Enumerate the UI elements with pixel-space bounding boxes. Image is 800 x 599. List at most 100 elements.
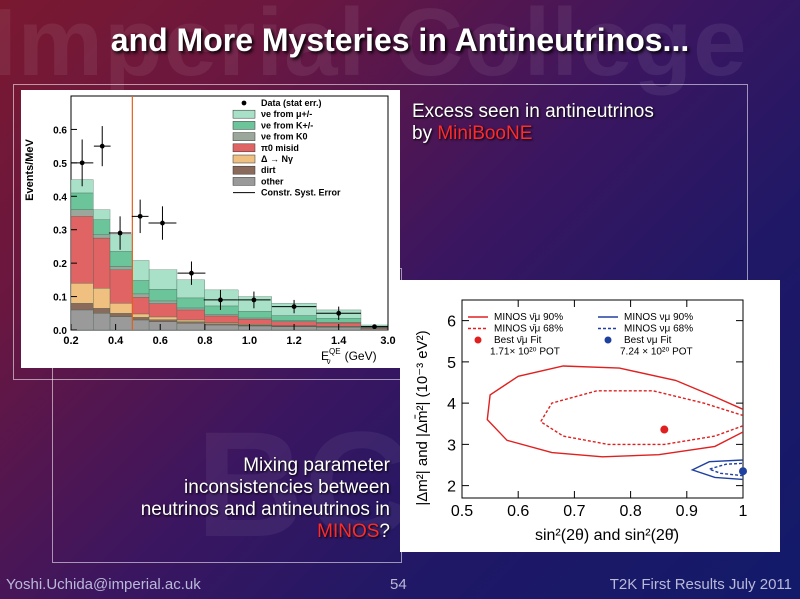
miniboone-stack-bar bbox=[70, 209, 94, 217]
miniboone-data-point bbox=[117, 230, 123, 236]
minos-xtick-label: 0.5 bbox=[451, 503, 473, 520]
miniboone-stack-bar bbox=[93, 313, 111, 331]
miniboone-stack-bar bbox=[148, 289, 178, 302]
miniboone-stack-bar bbox=[70, 192, 94, 210]
miniboone-stack-bar bbox=[204, 314, 239, 317]
miniboone-xtick-label: 3.0 bbox=[380, 335, 395, 347]
imperial-college-watermark: Imperial College bbox=[0, 0, 748, 96]
miniboone-stack-bar bbox=[93, 237, 111, 289]
miniboone-chart-panel: Events/MeV 0.0 0.1 0.2 0.3 0.4 0.5 0.6 0.2 0.4 0.… bbox=[21, 90, 400, 368]
miniboone-stack-bar bbox=[93, 209, 111, 220]
miniboone-legend-swatch bbox=[232, 154, 256, 164]
minos-best-fit-neutrino bbox=[739, 467, 747, 476]
miniboone-stack-bar bbox=[360, 328, 389, 331]
miniboone-stack-bar bbox=[93, 288, 111, 309]
miniboone-stack-bar bbox=[148, 316, 178, 320]
miniboone-xtick-label: 0.4 bbox=[108, 335, 124, 347]
minos-legend-swatch bbox=[604, 336, 612, 344]
miniboone-stack-bar bbox=[109, 313, 133, 317]
miniboone-stack-bar bbox=[109, 234, 133, 252]
miniboone-stack-bar bbox=[204, 315, 239, 323]
minos-legend-label: Best ν̄μ Fit bbox=[494, 335, 542, 346]
minos-legend-label: MINOS νμ 90% bbox=[624, 312, 693, 323]
miniboone-data-point bbox=[99, 143, 105, 149]
miniboone-stack-bar bbox=[148, 269, 178, 290]
miniboone-stack-bar bbox=[176, 279, 205, 299]
minos-legend-swatch bbox=[474, 336, 482, 344]
miniboone-stack-bar bbox=[70, 283, 94, 304]
upper-frame bbox=[13, 84, 748, 380]
miniboone-stack-bar bbox=[271, 315, 317, 321]
miniboone-legend-swatch bbox=[232, 121, 256, 130]
miniboone-stack-bar bbox=[132, 297, 150, 315]
miniboone-stack-bar bbox=[238, 311, 272, 319]
miniboone-stack-bar bbox=[204, 305, 239, 315]
slide-title: and More Mysteries in Antineutrinos... bbox=[110, 22, 690, 58]
minos-ytick-label: 6 bbox=[447, 314, 456, 331]
minos-contour bbox=[539, 390, 743, 446]
miniboone-stack-bar bbox=[132, 317, 150, 321]
miniboone-stack-bar bbox=[238, 317, 272, 320]
footer-event: T2K First Results July 2011 bbox=[609, 576, 792, 593]
minos-ylabel: |Δm²| and |Δm̄²| (10⁻³ eV²) bbox=[414, 330, 431, 505]
miniboone-legend-swatch bbox=[232, 132, 256, 141]
miniboone-legend-label: νe from K+/- bbox=[261, 120, 313, 130]
miniboone-legend-label: dirt bbox=[261, 165, 276, 175]
miniboone-legend-label: π0 misid bbox=[261, 143, 299, 153]
excess-line-2: by MiniBooNE bbox=[412, 123, 533, 144]
miniboone-xtick-label: 0.2 bbox=[63, 335, 78, 347]
miniboone-stack-bar bbox=[93, 234, 111, 239]
mixing-line-3: neutrinos and antineutrinos in bbox=[140, 499, 390, 520]
minos-contour-group bbox=[486, 365, 743, 481]
miniboone-stack-bar bbox=[70, 216, 94, 284]
miniboone-ytick-label: 0.2 bbox=[53, 259, 67, 270]
miniboone-stack-bar bbox=[132, 260, 150, 281]
miniboone-xtick-label: 0.6 bbox=[153, 335, 168, 347]
miniboone-legend-swatch bbox=[241, 100, 247, 106]
miniboone-xlabel: EQE ν (GeV) bbox=[321, 347, 377, 366]
miniboone-stack-bar bbox=[271, 320, 317, 322]
miniboone-stack-bar bbox=[132, 313, 150, 318]
miniboone-stack-bar bbox=[132, 319, 150, 331]
excess-line-1: Excess seen in antineutrinos bbox=[412, 101, 654, 122]
miniboone-legend-label: νe from K0 bbox=[261, 132, 308, 142]
mixing-line-4: MINOS? bbox=[317, 521, 390, 542]
mixing-text: Mixing parameter inconsistencies between… bbox=[56, 455, 390, 543]
miniboone-stack-bar bbox=[176, 319, 205, 322]
miniboone-stack-bar bbox=[176, 323, 205, 331]
miniboone-stack-bar bbox=[176, 321, 205, 324]
miniboone-data-point bbox=[137, 213, 143, 219]
miniboone-data-point bbox=[189, 270, 194, 276]
minos-xtick-label: 1 bbox=[739, 503, 748, 520]
miniboone-stack-bar bbox=[109, 251, 133, 267]
miniboone-chart: Events/MeV 0.0 0.1 0.2 0.3 0.4 0.5 0.6 0.2 0.4 0.… bbox=[24, 95, 396, 366]
miniboone-legend-swatch bbox=[232, 165, 256, 175]
miniboone-ytick-label: 0.5 bbox=[53, 159, 67, 170]
miniboone-legend-label: Constr. Syst. Error bbox=[261, 188, 341, 198]
miniboone-stack-bar bbox=[176, 309, 205, 321]
miniboone-ytick-label: 0.4 bbox=[53, 192, 67, 203]
miniboone-stack-bar bbox=[93, 219, 111, 235]
miniboone-data-point bbox=[291, 304, 297, 309]
minos-xlabel: sin²(2θ) and sin²(2θ̄) bbox=[535, 527, 679, 544]
minos-xtick-label: 0.9 bbox=[676, 503, 698, 520]
miniboone-xtick-label: 1.0 bbox=[242, 335, 257, 347]
miniboone-legend-label: νe from μ+/- bbox=[261, 109, 312, 119]
mixing-line-2: inconsistencies between bbox=[184, 477, 390, 498]
miniboone-legend-swatch bbox=[232, 177, 256, 186]
minos-ytick-label: 4 bbox=[447, 396, 456, 413]
miniboone-stack-bar bbox=[148, 319, 178, 322]
miniboone-ytick-label: 0.6 bbox=[53, 125, 67, 136]
minos-legend-label: 7.24 × 10²⁰ POT bbox=[620, 347, 693, 358]
minos-link: MINOS bbox=[317, 521, 380, 542]
miniboone-legend-swatch bbox=[232, 109, 256, 119]
miniboone-stack-bar bbox=[148, 321, 178, 331]
miniboone-data-point bbox=[160, 220, 165, 226]
minos-best-fit-antineutrino bbox=[660, 425, 669, 434]
miniboone-xtick-label: 1.4 bbox=[331, 335, 347, 347]
minos-xtick-label: 0.8 bbox=[619, 503, 641, 520]
miniboone-legend-label: other bbox=[261, 176, 284, 186]
miniboone-data-point bbox=[79, 160, 85, 166]
miniboone-data-point bbox=[251, 297, 257, 303]
minos-plot-area bbox=[461, 299, 744, 499]
